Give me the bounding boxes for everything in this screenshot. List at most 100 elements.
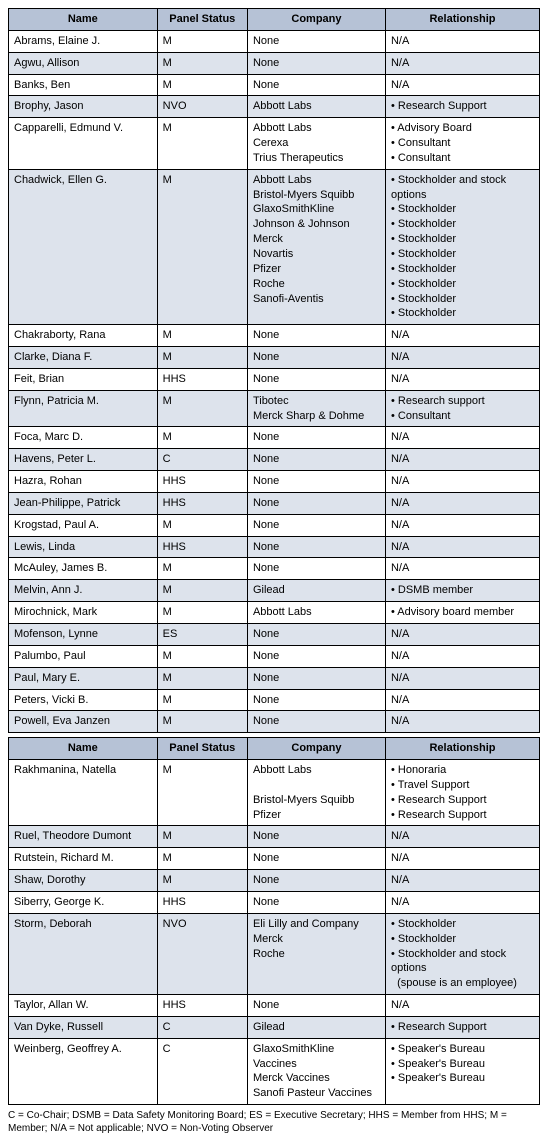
cell-status: ES [157,624,247,646]
cell-relationship: N/A [385,52,539,74]
cell-relationship: N/A [385,645,539,667]
cell-company: Gilead [247,1016,385,1038]
cell-company: Abbott LabsCerexaTrius Therapeutics [247,118,385,170]
cell-name: Melvin, Ann J. [9,580,158,602]
cell-company: None [247,645,385,667]
table-row: Siberry, George K.HHSNoneN/A [9,891,540,913]
cell-relationship: N/A [385,995,539,1017]
cell-name: Peters, Vicki B. [9,689,158,711]
table-row: Banks, BenMNoneN/A [9,74,540,96]
cell-company: None [247,891,385,913]
table-row: Clarke, Diana F.MNoneN/A [9,347,540,369]
cell-name: Powell, Eva Janzen [9,711,158,733]
table-row: Weinberg, Geoffrey A.CGlaxoSmithKline Va… [9,1038,540,1104]
col-header-rel: Relationship [385,9,539,31]
table-row: Abrams, Elaine J.MNoneN/A [9,30,540,52]
cell-status: M [157,169,247,324]
table-row: Ruel, Theodore DumontMNoneN/A [9,826,540,848]
table-row: Krogstad, Paul A.MNoneN/A [9,514,540,536]
cell-relationship: N/A [385,492,539,514]
cell-name: Feit, Brian [9,368,158,390]
cell-relationship: N/A [385,848,539,870]
cell-company: None [247,667,385,689]
cell-relationship: • Honoraria• Travel Support• Research Su… [385,760,539,826]
cell-name: Capparelli, Edmund V. [9,118,158,170]
cell-relationship: N/A [385,30,539,52]
cell-name: Lewis, Linda [9,536,158,558]
disclosure-table-2: Name Panel Status Company Relationship R… [8,737,540,1105]
table-row: Chakraborty, RanaMNoneN/A [9,325,540,347]
cell-company: None [247,30,385,52]
cell-company: None [247,848,385,870]
cell-name: Mofenson, Lynne [9,624,158,646]
cell-company: None [247,536,385,558]
cell-status: M [157,325,247,347]
cell-status: M [157,711,247,733]
cell-name: Chadwick, Ellen G. [9,169,158,324]
table-row: Brophy, JasonNVOAbbott Labs• Research Su… [9,96,540,118]
table-row: Van Dyke, RussellCGilead• Research Suppo… [9,1016,540,1038]
cell-company: Abbott Labs [247,602,385,624]
table-row: Paul, Mary E.MNoneN/A [9,667,540,689]
col-header-name: Name [9,738,158,760]
cell-status: HHS [157,368,247,390]
cell-relationship: N/A [385,427,539,449]
cell-company: None [247,368,385,390]
table-row: Chadwick, Ellen G.MAbbott LabsBristol-My… [9,169,540,324]
cell-relationship: N/A [385,347,539,369]
cell-company: Abbott LabsBristol-Myers SquibbGlaxoSmit… [247,169,385,324]
cell-status: HHS [157,471,247,493]
table-row: Rutstein, Richard M.MNoneN/A [9,848,540,870]
cell-relationship: N/A [385,667,539,689]
table-row: Peters, Vicki B.MNoneN/A [9,689,540,711]
table-row: Agwu, AllisonMNoneN/A [9,52,540,74]
cell-relationship: N/A [385,449,539,471]
cell-relationship: N/A [385,711,539,733]
table-row: Melvin, Ann J.MGilead• DSMB member [9,580,540,602]
cell-status: C [157,1016,247,1038]
cell-status: M [157,30,247,52]
table-row: Taylor, Allan W.HHSNoneN/A [9,995,540,1017]
col-header-name: Name [9,9,158,31]
table-row: Havens, Peter L.CNoneN/A [9,449,540,471]
cell-relationship: • Advisory Board• Consultant• Consultant [385,118,539,170]
cell-relationship: N/A [385,368,539,390]
cell-status: M [157,870,247,892]
cell-name: Flynn, Patricia M. [9,390,158,427]
cell-company: None [247,711,385,733]
table-row: Flynn, Patricia M.MTibotecMerck Sharp & … [9,390,540,427]
cell-name: Chakraborty, Rana [9,325,158,347]
cell-name: Foca, Marc D. [9,427,158,449]
table-row: Foca, Marc D.MNoneN/A [9,427,540,449]
cell-company: GlaxoSmithKline VaccinesMerck VaccinesSa… [247,1038,385,1104]
cell-relationship: • Stockholder and stock options• Stockho… [385,169,539,324]
cell-name: Taylor, Allan W. [9,995,158,1017]
cell-status: C [157,1038,247,1104]
cell-name: Shaw, Dorothy [9,870,158,892]
cell-company: Eli Lilly and CompanyMerckRoche [247,913,385,994]
cell-status: HHS [157,995,247,1017]
cell-status: M [157,74,247,96]
cell-relationship: N/A [385,870,539,892]
cell-status: M [157,427,247,449]
cell-relationship: • Research Support [385,96,539,118]
table-row: Jean-Philippe, PatrickHHSNoneN/A [9,492,540,514]
cell-relationship: • DSMB member [385,580,539,602]
table-row: Powell, Eva JanzenMNoneN/A [9,711,540,733]
cell-company: None [247,325,385,347]
cell-name: Agwu, Allison [9,52,158,74]
cell-name: Rakhmanina, Natella [9,760,158,826]
col-header-company: Company [247,738,385,760]
cell-company: None [247,347,385,369]
cell-company: None [247,492,385,514]
cell-status: HHS [157,891,247,913]
cell-name: Jean-Philippe, Patrick [9,492,158,514]
cell-relationship: N/A [385,624,539,646]
cell-name: McAuley, James B. [9,558,158,580]
cell-company: None [247,514,385,536]
table-row: Hazra, RohanHHSNoneN/A [9,471,540,493]
cell-company: None [247,427,385,449]
col-header-status: Panel Status [157,738,247,760]
cell-name: Clarke, Diana F. [9,347,158,369]
cell-name: Van Dyke, Russell [9,1016,158,1038]
